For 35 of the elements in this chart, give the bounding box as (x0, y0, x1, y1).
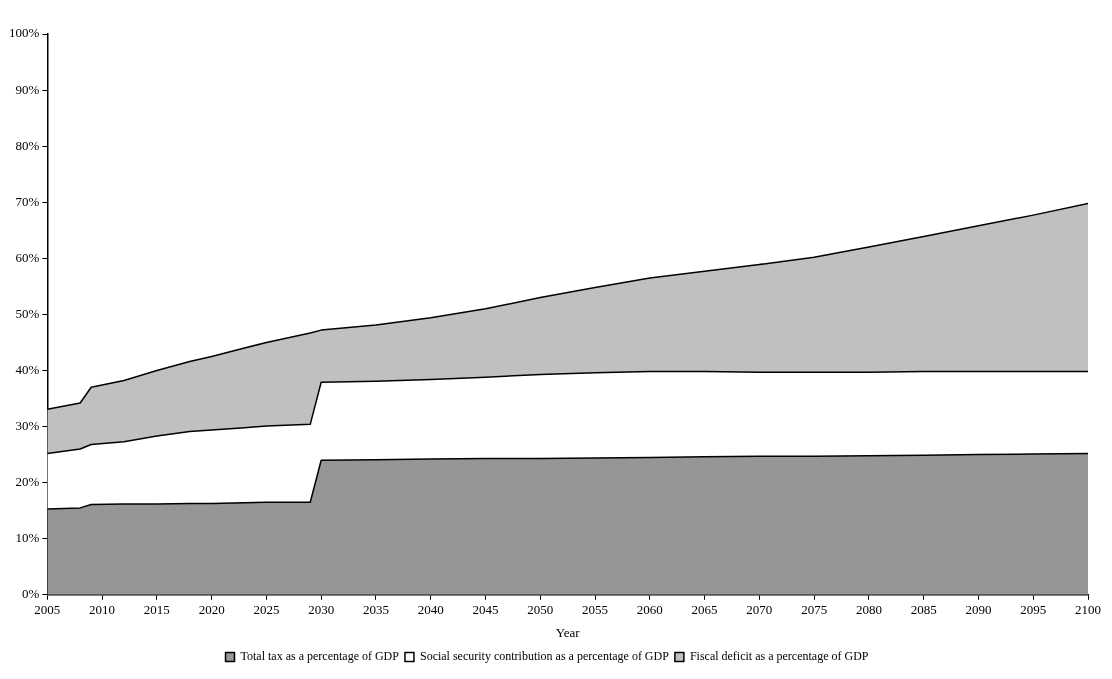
x-tick-label: 2030 (308, 602, 335, 618)
y-tick-label: 50% (15, 305, 40, 321)
y-tick-label: 0% (21, 586, 40, 602)
y-tick-label: 80% (15, 137, 40, 153)
legend-label: Social security contribution as a percentage of GDP (419, 649, 670, 664)
x-tick-label: 2075 (801, 602, 828, 618)
x-tick-label: 2040 (417, 602, 444, 618)
x-tick-label: 2095 (1020, 602, 1047, 618)
y-tick-label: 90% (15, 81, 40, 97)
x-tick-label: 2020 (198, 602, 225, 618)
x-tick-label: 2055 (582, 602, 609, 618)
x-axis-title: Year (555, 624, 581, 640)
y-tick-label: 40% (15, 361, 40, 377)
x-tick-label: 2005 (34, 602, 61, 618)
y-tick-label: 30% (15, 417, 40, 433)
x-tick-label: 2090 (965, 602, 992, 618)
x-tick-label: 2100 (1075, 602, 1101, 618)
x-tick-label: 2060 (636, 602, 663, 618)
legend-label: Fiscal deficit as a percentage of GDP (689, 649, 869, 664)
x-tick-label: 2035 (362, 602, 389, 618)
y-tick-label: 70% (15, 193, 40, 209)
x-tick-label: 2080 (855, 602, 882, 618)
x-tick-label: 2045 (472, 602, 499, 618)
x-tick-label: 2085 (910, 602, 937, 618)
y-tick-label: 20% (15, 474, 40, 490)
x-tick-label: 2070 (746, 602, 773, 618)
legend-label: Total tax as a percentage of GDP (240, 649, 400, 664)
x-tick-label: 2010 (89, 602, 116, 618)
x-tick-label: 2025 (253, 602, 280, 618)
y-tick-label: 100% (8, 25, 40, 41)
y-tick-label: 60% (15, 249, 40, 265)
x-tick-label: 2065 (691, 602, 718, 618)
x-tick-label: 2050 (527, 602, 554, 618)
y-tick-label: 10% (15, 530, 40, 546)
x-tick-label: 2015 (143, 602, 170, 618)
